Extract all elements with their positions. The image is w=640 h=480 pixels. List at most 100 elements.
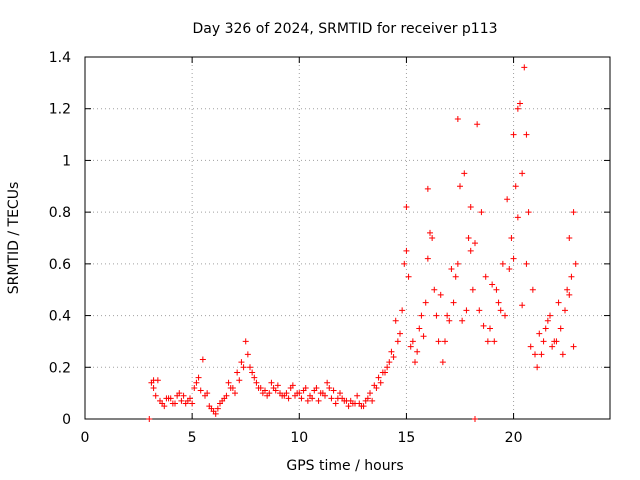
data-point: [266, 390, 273, 397]
data-point: [444, 312, 451, 319]
data-point: [572, 260, 579, 267]
data-point: [514, 214, 521, 221]
data-point: [517, 100, 523, 107]
data-point: [570, 209, 577, 216]
data-point: [482, 273, 489, 280]
data-point: [313, 384, 320, 391]
data-point: [268, 379, 275, 386]
data-point: [437, 291, 444, 298]
data-point: [523, 260, 530, 267]
data-point: [279, 392, 286, 399]
data-point: [542, 325, 549, 332]
data-point: [484, 338, 491, 345]
data-point: [435, 338, 442, 345]
data-point: [508, 235, 515, 241]
data-point: [309, 395, 316, 402]
data-series: [146, 64, 579, 422]
data-point: [454, 116, 461, 123]
data-point: [491, 338, 498, 345]
data-point: [202, 392, 208, 399]
x-tick-label: 20: [505, 430, 523, 446]
data-point: [523, 131, 530, 138]
data-point: [285, 395, 292, 402]
data-point: [403, 203, 410, 210]
data-point: [480, 322, 487, 329]
data-point: [549, 343, 556, 350]
y-tick-label: 1: [62, 153, 71, 169]
data-point: [394, 338, 401, 345]
data-point: [191, 384, 198, 391]
data-point: [424, 255, 431, 262]
data-point: [568, 273, 575, 280]
data-point: [249, 369, 256, 376]
data-point: [465, 235, 472, 241]
y-tick-label: 0.8: [49, 205, 71, 221]
data-point: [287, 384, 294, 391]
data-point: [555, 299, 562, 306]
data-point: [534, 364, 541, 371]
data-point: [382, 369, 388, 376]
data-point: [544, 317, 551, 324]
data-point: [446, 317, 453, 324]
data-point: [232, 390, 238, 397]
y-tick-label: 0.4: [49, 309, 71, 325]
data-point: [521, 64, 528, 71]
data-point: [242, 338, 249, 345]
data-point: [364, 395, 371, 402]
data-point: [332, 400, 339, 407]
data-point: [223, 392, 230, 399]
data-point: [399, 307, 406, 314]
data-point: [540, 338, 547, 345]
data-point: [427, 229, 433, 236]
data-point: [429, 235, 436, 241]
data-point: [225, 379, 232, 386]
y-tick-labels: 0 0.2 0.4 0.6 0.8 1 1.2 1.4: [49, 50, 71, 428]
data-point: [326, 384, 333, 391]
data-point: [317, 390, 324, 397]
data-point: [407, 343, 414, 350]
data-point: [330, 387, 337, 394]
data-point: [298, 395, 305, 402]
data-point: [238, 359, 245, 366]
data-point: [559, 351, 566, 358]
data-point: [519, 302, 526, 309]
data-point: [519, 170, 526, 177]
data-point: [150, 384, 157, 391]
data-point: [236, 377, 243, 384]
data-point: [547, 312, 553, 319]
data-point: [401, 260, 408, 267]
data-point: [354, 392, 361, 399]
x-tick-label: 0: [81, 430, 90, 446]
data-point: [172, 400, 178, 407]
data-point: [467, 247, 474, 254]
data-point: [247, 364, 253, 371]
data-point: [377, 379, 384, 386]
data-point: [564, 286, 571, 293]
data-point: [431, 286, 438, 293]
data-point: [384, 364, 391, 371]
data-point: [219, 397, 226, 404]
y-tick-label: 0: [62, 412, 71, 428]
data-point: [461, 170, 468, 177]
data-point: [375, 374, 382, 381]
data-point: [457, 183, 463, 190]
data-point: [553, 338, 560, 345]
data-point: [422, 299, 429, 306]
data-point: [562, 307, 568, 314]
data-point: [433, 312, 440, 319]
data-point: [154, 377, 161, 384]
data-point: [450, 299, 457, 306]
data-point: [454, 260, 461, 267]
data-point: [328, 395, 335, 402]
data-point: [388, 348, 395, 355]
plot-frame: [84, 56, 611, 420]
x-tick-label: 15: [398, 430, 416, 446]
data-point: [467, 203, 474, 210]
x-tick-labels: 0 5 10 15 20: [81, 430, 523, 446]
data-point: [257, 384, 264, 391]
data-point: [472, 240, 478, 247]
data-point: [489, 281, 496, 288]
data-point: [199, 356, 206, 363]
data-point: [240, 364, 247, 371]
